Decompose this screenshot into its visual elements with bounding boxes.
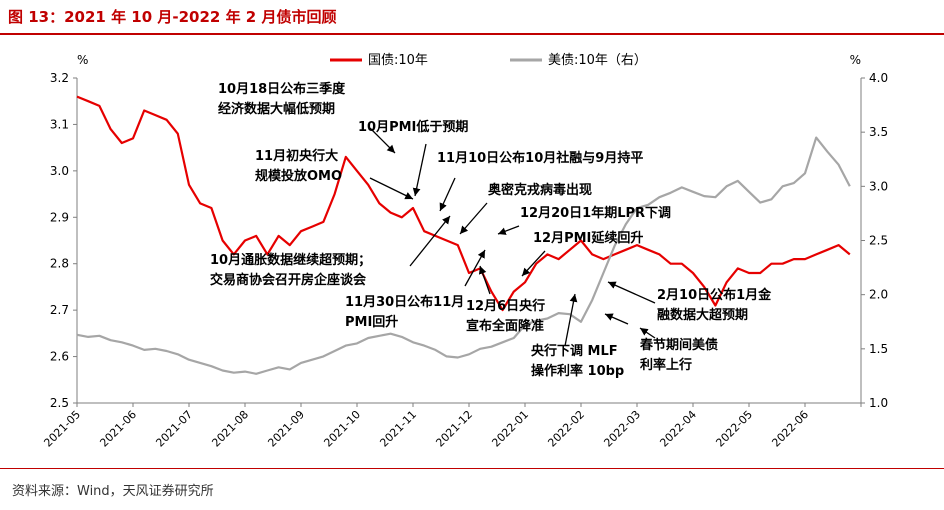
annotation-text: 规模投放OMO (255, 168, 342, 184)
annotation-text: 12月6日央行 (466, 298, 545, 314)
legend-label-us: 美债:10年（右） (548, 53, 647, 68)
right-tick-label: 1.5 (869, 342, 888, 356)
x-tick-label: 2021-11 (377, 408, 419, 450)
annotation-text: 12月20日1年期LPR下调 (520, 205, 671, 221)
annotation-text: 春节期间美债 (639, 337, 718, 353)
annotation-arrow (459, 202, 488, 235)
annotation-arrow (464, 249, 486, 287)
annotation-text: 11月10日公布10月社融与9月持平 (437, 150, 643, 166)
series-line-us-10y (76, 136, 851, 375)
x-tick-label: 2022-06 (769, 408, 811, 450)
right-axis-unit: % (850, 53, 861, 67)
annotation-arrow (639, 327, 656, 339)
x-tick-label: 2021-12 (433, 408, 475, 450)
x-tick-label: 2022-04 (657, 408, 699, 450)
annotation-text: 宣布全面降准 (466, 318, 544, 334)
annotation-arrow (521, 250, 546, 277)
annotation-text: 2月10日公布1月金 (657, 287, 772, 303)
annotation-text: 10月通胀数据继续超预期； (210, 252, 371, 268)
annotation-arrow (607, 281, 656, 304)
source-note: 资料来源：Wind，天风证券研究所 (12, 484, 214, 499)
annotation-arrow (604, 313, 629, 325)
annotation-text: 操作利率 10bp (531, 363, 624, 379)
annotation-text: 融数据大超预期 (657, 307, 748, 323)
annotation-arrow (564, 293, 578, 347)
right-tick-label: 2.0 (869, 288, 888, 302)
right-tick-label: 2.5 (869, 234, 888, 248)
annotation-arrow (409, 215, 451, 267)
x-tick-label: 2021-08 (209, 408, 251, 450)
annotation-text: 11月初央行大 (255, 148, 338, 164)
x-tick-label: 2021-09 (265, 408, 307, 450)
x-tick-label: 2021-10 (321, 408, 363, 450)
left-tick-label: 2.6 (50, 350, 69, 364)
left-tick-label: 3.0 (50, 164, 69, 178)
annotation-text: 11月30日公布11月 (345, 294, 464, 310)
x-tick-label: 2021-07 (153, 408, 195, 450)
legend-label-cn: 国债:10年 (368, 53, 428, 68)
left-tick-label: 2.5 (50, 396, 69, 410)
annotation-text: 奥密克戎病毒出现 (488, 182, 592, 198)
x-tick-label: 2022-03 (601, 408, 643, 450)
x-tick-label: 2022-02 (545, 408, 587, 450)
left-tick-label: 2.8 (50, 257, 69, 271)
annotation-arrow (369, 177, 414, 200)
series-line-cn-10y (76, 95, 851, 312)
left-tick-label: 2.9 (50, 210, 69, 224)
right-tick-label: 3.5 (869, 125, 888, 139)
annotation-arrow (369, 127, 396, 154)
left-tick-label: 3.2 (50, 71, 69, 85)
right-tick-label: 1.0 (869, 396, 888, 410)
annotation-arrow (478, 265, 491, 295)
annotation-arrow (497, 225, 520, 235)
x-tick-label: 2022-05 (713, 408, 755, 450)
title-rule (0, 33, 944, 35)
left-axis-unit: % (77, 53, 88, 67)
right-tick-label: 3.0 (869, 179, 888, 193)
figure-title: 图 13：2021 年 10 月-2022 年 2 月债市回顾 (8, 8, 337, 26)
annotation-text: 央行下调 MLF (531, 343, 618, 359)
annotation-text: 利率上行 (640, 357, 692, 373)
annotation-text: 12月PMI延续回升 (533, 230, 643, 246)
x-tick-label: 2021-06 (97, 408, 139, 450)
annotation-text: 10月18日公布三季度 (218, 81, 346, 97)
left-tick-label: 2.7 (50, 303, 69, 317)
dual-axis-line-chart: % % 2.5 2.6 2.7 2.8 2.9 3.0 3.1 3.2 1.0 1.5 2.0 2.5 3.… (41, 53, 888, 450)
annotation-text: 10月PMI低于预期 (358, 119, 468, 135)
annotation-arrow (439, 177, 456, 212)
left-tick-label: 3.1 (50, 117, 69, 131)
annotation-text: 交易商协会召开房企座谈会 (210, 272, 367, 288)
x-tick-label: 2021-05 (41, 408, 83, 450)
x-tick-label: 2022-01 (489, 408, 531, 450)
bottom-rule (0, 468, 944, 469)
annotation-text: 经济数据大幅低预期 (218, 101, 335, 117)
annotation-arrow (412, 143, 427, 197)
right-tick-label: 4.0 (869, 71, 888, 85)
annotation-text: PMI回升 (345, 314, 398, 330)
